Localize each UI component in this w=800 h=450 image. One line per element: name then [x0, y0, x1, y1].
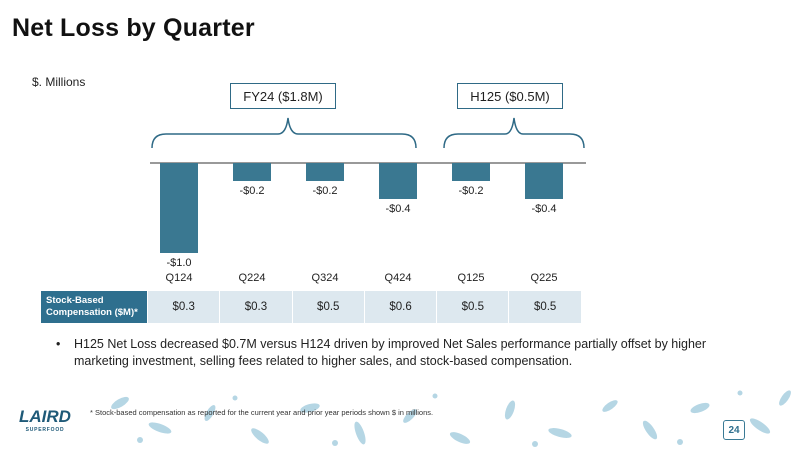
bar-value-label: -$0.4	[531, 203, 556, 215]
period-label-fy24: FY24 ($1.8M)	[230, 83, 336, 109]
net-loss-bar-chart: -$1.0 -$0.2 -$0.2 -$0.4 -$0.2 -$0.4 Q124 Q224 Q…	[150, 117, 586, 284]
laird-superfood-logo: LAIRD SUPERFOOD	[19, 407, 71, 433]
category-label: Q225	[531, 272, 558, 284]
period-label-h125: H125 ($0.5M)	[457, 83, 563, 109]
sbc-cell: $0.6	[363, 291, 437, 323]
sbc-cell: $0.5	[291, 291, 364, 323]
bar-value-label: -$0.2	[458, 185, 483, 197]
summary-bullet-text: H125 Net Loss decreased $0.7M versus H12…	[74, 337, 707, 368]
h125-brace	[443, 117, 585, 149]
sbc-cell: $0.5	[508, 291, 581, 323]
sbc-table-header: Stock-Based Compensation ($M)*	[41, 291, 147, 323]
category-label: Q125	[458, 272, 485, 284]
category-label: Q324	[312, 272, 339, 284]
bar-q324	[306, 163, 344, 181]
bar-q125	[452, 163, 490, 181]
summary-bullet: • H125 Net Loss decreased $0.7M versus H…	[56, 336, 746, 370]
bar-value-label: -$0.4	[385, 203, 410, 215]
bar-value-label: -$1.0	[166, 257, 191, 269]
logo-wordmark: LAIRD	[19, 407, 71, 426]
bar-value-label: -$0.2	[312, 185, 337, 197]
sbc-table: Stock-Based Compensation ($M)* $0.3 $0.3…	[41, 291, 581, 323]
sbc-cell: $0.5	[436, 291, 509, 323]
logo-subtext: SUPERFOOD	[26, 427, 65, 433]
sbc-cell: $0.3	[147, 291, 220, 323]
bar-q224	[233, 163, 271, 181]
footnote: * Stock-based compensation as reported f…	[90, 408, 434, 417]
bar-q424	[379, 163, 417, 199]
page-number: 24	[723, 420, 745, 440]
fy24-brace	[151, 117, 417, 149]
bullet-dot-icon: •	[56, 337, 61, 351]
leaf-decor-pattern	[111, 390, 791, 447]
page-title: Net Loss by Quarter	[12, 14, 255, 42]
category-label: Q424	[385, 272, 412, 284]
bar-q225	[525, 163, 563, 199]
sbc-cell: $0.3	[219, 291, 292, 323]
bar-value-label: -$0.2	[239, 185, 264, 197]
bar-q124	[160, 163, 198, 253]
category-label: Q224	[239, 272, 266, 284]
category-label: Q124	[166, 272, 193, 284]
units-label: $. Millions	[32, 75, 86, 89]
